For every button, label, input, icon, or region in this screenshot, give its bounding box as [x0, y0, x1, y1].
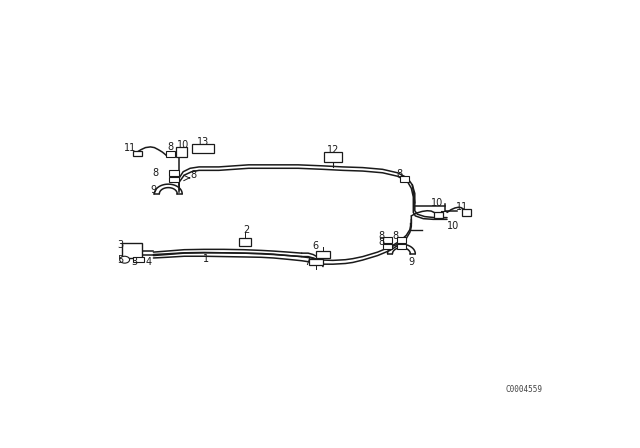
Text: 3: 3 [118, 240, 124, 250]
Text: 8: 8 [392, 231, 398, 241]
Text: 9: 9 [150, 185, 156, 195]
Bar [401, 176, 410, 182]
Text: 1: 1 [204, 254, 209, 264]
Text: 8: 8 [397, 169, 403, 180]
Bar [192, 144, 214, 153]
Text: 3: 3 [131, 258, 138, 267]
Bar [324, 152, 342, 163]
Bar [316, 251, 330, 258]
Bar [169, 177, 179, 182]
Bar [463, 209, 471, 215]
Bar [169, 170, 179, 176]
Text: 13: 13 [197, 137, 209, 147]
Bar [176, 146, 187, 157]
Bar [397, 244, 406, 249]
Bar [308, 259, 323, 265]
Bar [166, 151, 175, 157]
Text: 10: 10 [431, 198, 444, 208]
Bar [397, 237, 406, 243]
Text: 6: 6 [312, 241, 319, 251]
Bar [434, 212, 443, 218]
Text: 10: 10 [177, 140, 189, 150]
Bar [383, 237, 392, 243]
Text: 10: 10 [447, 221, 459, 231]
Text: 9: 9 [408, 258, 414, 267]
Circle shape [120, 256, 129, 263]
Text: C0004559: C0004559 [506, 384, 543, 393]
Bar [239, 238, 252, 246]
Text: 12: 12 [327, 145, 339, 155]
Bar [122, 243, 142, 258]
Text: 8: 8 [378, 231, 384, 241]
Bar [132, 151, 141, 156]
Text: 8: 8 [168, 142, 174, 152]
Text: 11: 11 [456, 202, 468, 212]
Text: 8: 8 [152, 168, 159, 178]
Bar [133, 257, 144, 263]
Bar [383, 244, 392, 249]
Text: 8: 8 [190, 170, 196, 180]
Text: 7: 7 [304, 258, 310, 267]
Text: 5: 5 [118, 255, 124, 265]
Text: 8: 8 [378, 237, 384, 247]
Text: 4: 4 [145, 258, 152, 267]
Text: 11: 11 [124, 142, 136, 153]
Text: 2: 2 [243, 225, 250, 235]
